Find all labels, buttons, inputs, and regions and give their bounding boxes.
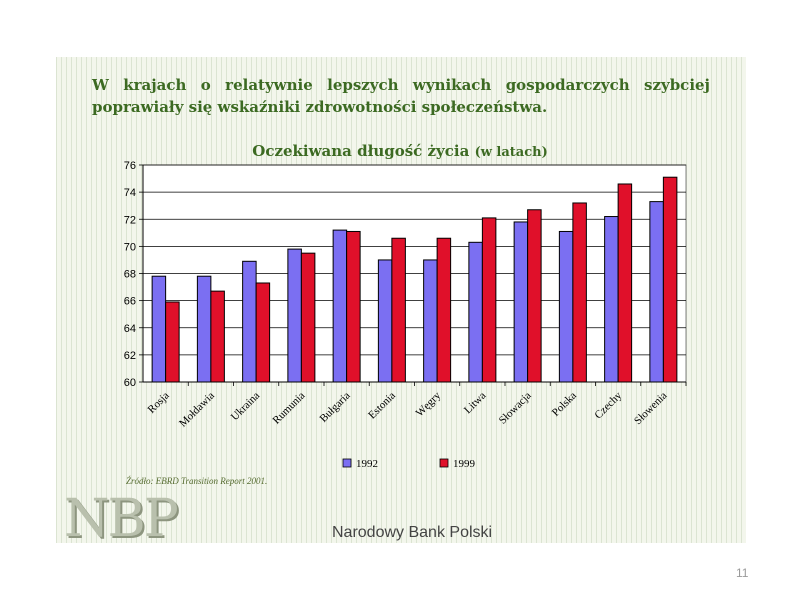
category-label: Estonia bbox=[366, 390, 398, 422]
chart-title: Oczekiwana długość życia (w latach) bbox=[0, 142, 800, 160]
bar-1999-Węgry bbox=[436, 237, 452, 383]
bar-1999-Słowacja bbox=[527, 209, 542, 383]
bar-1999-Rumunia bbox=[300, 252, 316, 383]
y-tick-label: 64 bbox=[124, 323, 136, 335]
axes bbox=[142, 165, 687, 386]
category-label: Mołdawia bbox=[177, 390, 217, 430]
bar-1992-Czechy bbox=[604, 216, 619, 383]
y-tick-label: 68 bbox=[124, 269, 136, 281]
nbp-logo: NBP bbox=[64, 489, 179, 549]
bar-1999-Estonia bbox=[391, 237, 406, 383]
headline-line-1: W krajach o relatywnie lepszych wynikach… bbox=[92, 76, 710, 94]
category-label: Czechy bbox=[592, 389, 624, 421]
bar-1992-Rosja bbox=[151, 275, 167, 383]
category-label: Słowenia bbox=[632, 390, 670, 428]
bar-1992-Litwa bbox=[468, 241, 483, 383]
bar-1992-Ukraina bbox=[242, 260, 257, 383]
source-note: Źródło: EBRD Transition Report 2001. bbox=[126, 476, 268, 486]
bar-1992-Estonia bbox=[377, 259, 393, 383]
page-number: 11 bbox=[736, 566, 749, 580]
y-tick-label: 76 bbox=[124, 160, 136, 172]
legend-swatch-1999 bbox=[439, 458, 449, 468]
bar-1992-Słowacja bbox=[513, 221, 529, 383]
bar-1992-Bułgaria bbox=[332, 229, 348, 383]
bar-1999-Mołdawia bbox=[210, 290, 225, 383]
x-category-labels: Rosja Mołdawia Ukraina Rumunia Bułgaria Eston… bbox=[146, 389, 670, 429]
bar-1992-Rumunia bbox=[287, 248, 302, 383]
bank-name: Narodowy Bank Polski bbox=[332, 524, 493, 541]
category-label: Polska bbox=[550, 390, 579, 419]
headline-line-2: poprawiały się wskaźniki zdrowotności sp… bbox=[92, 98, 548, 116]
y-tick-label: 74 bbox=[124, 187, 136, 199]
category-label: Ukraina bbox=[229, 390, 263, 424]
y-tick-label: 72 bbox=[124, 214, 136, 226]
bar-1992-Polska bbox=[558, 230, 574, 383]
legend-label-1999: 1999 bbox=[453, 458, 476, 470]
y-tick-label: 70 bbox=[124, 241, 136, 253]
bar-1999-Ukraina bbox=[255, 282, 271, 383]
y-tick-labels: 60 62 64 66 68 70 72 74 76 bbox=[124, 160, 136, 389]
bar-1999-Polska bbox=[572, 202, 587, 383]
category-label: Rosja bbox=[146, 390, 172, 416]
y-tick-label: 62 bbox=[124, 350, 136, 362]
category-label: Bułgaria bbox=[317, 390, 352, 425]
bar-1999-Bułgaria bbox=[346, 230, 361, 383]
category-label: Litwa bbox=[462, 390, 489, 417]
bar-1999-Rosja bbox=[165, 301, 180, 383]
bar-1999-Litwa bbox=[481, 217, 497, 383]
bar-1999-Słowenia bbox=[662, 176, 678, 383]
bar-1992-Słowenia bbox=[649, 201, 664, 383]
bar-1992-Mołdawia bbox=[196, 275, 212, 383]
category-label: Rumunia bbox=[270, 390, 307, 427]
chart-title-sub: (w latach) bbox=[474, 145, 548, 160]
y-tick-label: 60 bbox=[124, 377, 136, 389]
category-label: Słowacja bbox=[497, 390, 534, 427]
bar-1992-Węgry bbox=[423, 259, 438, 383]
bars bbox=[151, 176, 678, 383]
chart-title-main: Oczekiwana długość życia bbox=[252, 142, 470, 160]
legend-label-1992: 1992 bbox=[356, 458, 378, 470]
category-label: Węgry bbox=[414, 389, 444, 419]
legend-swatch-1992 bbox=[342, 458, 352, 468]
legend: 1992 1999 bbox=[342, 458, 476, 470]
bar-1999-Czechy bbox=[617, 183, 633, 383]
y-tick-label: 66 bbox=[124, 296, 136, 308]
